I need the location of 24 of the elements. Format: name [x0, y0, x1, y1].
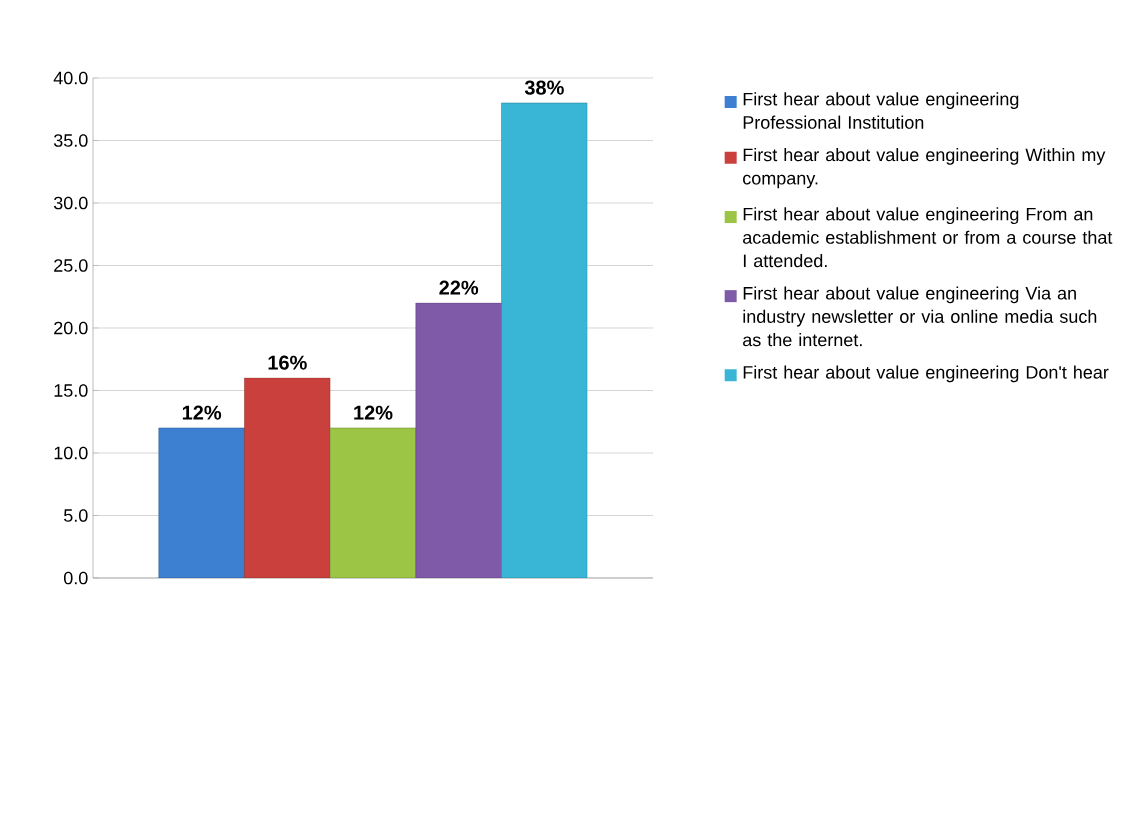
bar — [501, 102, 588, 578]
data-label: 22% — [439, 280, 479, 295]
legend-label: First hear about value engineering Via an industry newsletter or via online media such as the internet. — [743, 286, 1097, 347]
y-tick-label: 40.0 — [53, 71, 88, 85]
data-label: 12% — [182, 405, 222, 420]
y-tick-label: 0.0 — [63, 571, 88, 585]
bar — [415, 302, 502, 578]
data-label: 38% — [524, 80, 564, 95]
bar — [158, 427, 245, 578]
bar — [329, 427, 417, 578]
y-tick-label: 10.0 — [54, 446, 88, 460]
legend-label: First hear about value engineering Within my company. — [743, 148, 1106, 189]
y-tick-label: 30.0 — [53, 196, 88, 210]
y-tick-label: 5.0 — [63, 509, 88, 522]
data-label: 12% — [354, 405, 393, 420]
y-tick-label: 20.0 — [54, 321, 88, 335]
legend-label: First hear about value engineering Don't hear — [743, 365, 1109, 383]
legend-label: First hear about value engineering From an academic establishment or from a course that I attended. — [743, 207, 1113, 268]
y-tick-label: 15.0 — [54, 384, 88, 397]
legend-label: First hear about value engineering Professional Institution — [743, 92, 1019, 129]
y-tick-label: 25.0 — [54, 259, 88, 272]
y-tick-label: 35.0 — [53, 134, 88, 147]
bar — [244, 377, 331, 578]
data-label: 16% — [268, 355, 307, 370]
